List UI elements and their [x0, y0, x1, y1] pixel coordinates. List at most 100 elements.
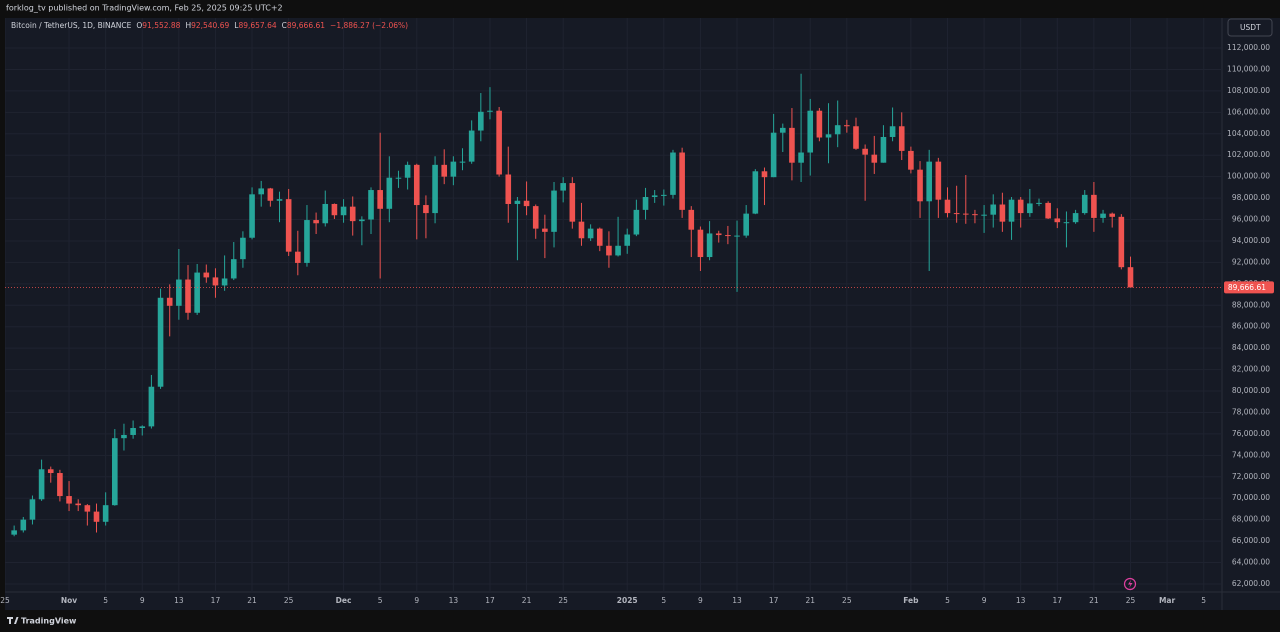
ohlc-value: 89,657.64 — [238, 21, 276, 30]
x-tick-label: 21 — [522, 596, 532, 605]
candle-body — [743, 213, 749, 236]
candle-body — [386, 177, 393, 209]
candle-body — [322, 203, 329, 224]
candle-body — [624, 234, 631, 246]
candle-body — [340, 206, 347, 216]
y-tick-label: 100,000.00 — [1227, 172, 1270, 181]
candle-body — [880, 136, 887, 163]
symbol: Bitcoin / TetherUS, 1D, BINANCE — [11, 21, 132, 30]
candle-body — [93, 511, 100, 522]
x-tick-label: Feb — [903, 596, 919, 605]
tradingview-wordmark: TradingView — [21, 617, 77, 626]
candle-body — [587, 228, 594, 239]
x-tick-label: 25 — [1126, 596, 1136, 605]
candle-body — [432, 164, 438, 214]
publisher-line: forklog_tv published on TradingView.com,… — [6, 4, 283, 13]
x-tick-label: 17 — [1053, 596, 1063, 605]
candle-body — [1100, 213, 1106, 218]
y-tick-label: 78,000.00 — [1232, 407, 1270, 416]
legend-line: Bitcoin / TetherUS, 1D, BINANCE O91,552.8… — [11, 21, 408, 30]
y-tick-label: 108,000.00 — [1227, 86, 1270, 95]
x-tick-label: 9 — [698, 596, 703, 605]
candle-body — [532, 206, 539, 229]
candle-body — [596, 228, 603, 246]
y-tick-label: 84,000.00 — [1232, 343, 1270, 352]
candle-body — [285, 199, 292, 252]
candle-body — [578, 221, 585, 239]
y-tick-label: 92,000.00 — [1232, 257, 1270, 266]
x-tick-label: 13 — [1016, 596, 1026, 605]
x-tick-label: 17 — [769, 596, 779, 605]
candle-body — [1109, 213, 1115, 217]
x-tick-label: 5 — [103, 596, 108, 605]
currency-label[interactable]: USDT — [1240, 23, 1261, 32]
candle-body — [212, 277, 219, 286]
candle-body — [953, 213, 960, 215]
candle-body — [413, 164, 420, 206]
candle-body — [871, 154, 878, 163]
y-tick-label: 70,000.00 — [1232, 493, 1270, 502]
y-tick-label: 80,000.00 — [1232, 386, 1270, 395]
y-tick-label: 94,000.00 — [1232, 236, 1270, 245]
x-tick-label: 25 — [842, 596, 852, 605]
candle-body — [697, 229, 704, 258]
candle-body — [926, 161, 932, 202]
candle-body — [38, 469, 45, 500]
candle-body — [798, 152, 804, 163]
candle-body — [688, 209, 695, 230]
candle-body — [1008, 199, 1015, 222]
candle-body — [523, 200, 530, 207]
candle-body — [935, 161, 942, 200]
candle-body — [514, 200, 521, 204]
ohlc-key: H — [185, 21, 191, 30]
candle-body — [496, 110, 502, 175]
currency-button[interactable] — [1227, 18, 1273, 37]
candle-body — [176, 279, 182, 306]
candle-body — [834, 125, 841, 135]
candle-body — [1127, 267, 1134, 288]
candle-body — [276, 199, 283, 201]
candle-body — [230, 259, 237, 279]
candle-body — [240, 237, 246, 260]
candle-body — [505, 174, 512, 204]
candle-body — [1081, 194, 1088, 214]
candle-body — [450, 161, 457, 177]
candle-body — [990, 204, 997, 215]
x-tick-label: 5 — [661, 596, 666, 605]
candle-body — [816, 110, 823, 138]
y-tick-label: 104,000.00 — [1227, 129, 1270, 138]
candle-body — [20, 519, 27, 531]
candle-body — [313, 220, 319, 224]
x-tick-label: 25 — [284, 596, 294, 605]
y-tick-label: 62,000.00 — [1232, 579, 1270, 588]
y-tick-label: 76,000.00 — [1232, 429, 1270, 438]
candle-body — [844, 125, 850, 127]
candle-body — [606, 245, 612, 256]
candle-body — [203, 272, 210, 278]
y-tick-label: 66,000.00 — [1232, 536, 1270, 545]
candle-body — [1072, 213, 1079, 223]
x-tick-label: 21 — [247, 596, 257, 605]
candle-body — [185, 279, 191, 313]
x-tick-label: 5 — [1201, 596, 1206, 605]
candle-body — [1045, 202, 1051, 219]
ohlc-key: C — [282, 21, 287, 30]
x-tick-label: 5 — [945, 596, 950, 605]
x-tick-label: 25 — [558, 596, 568, 605]
ohlc-value: 91,552.88 — [142, 21, 180, 30]
candle-body — [862, 148, 868, 155]
x-tick-label: Mar — [1159, 596, 1176, 605]
candle-body — [770, 132, 777, 178]
legend: Bitcoin / TetherUS, 1D, BINANCE O91,552.8… — [11, 21, 408, 30]
y-tick-label: 86,000.00 — [1232, 322, 1270, 331]
candle-body — [423, 205, 429, 214]
candle-body — [157, 297, 164, 387]
candle-body — [487, 110, 493, 112]
ohlc-value: 92,540.69 — [191, 21, 229, 30]
candle-body — [569, 183, 576, 222]
candle-body — [761, 171, 768, 178]
x-tick-label: 5 — [378, 596, 383, 605]
x-tick-label: 21 — [805, 596, 815, 605]
tradingview-logo — [7, 617, 19, 624]
